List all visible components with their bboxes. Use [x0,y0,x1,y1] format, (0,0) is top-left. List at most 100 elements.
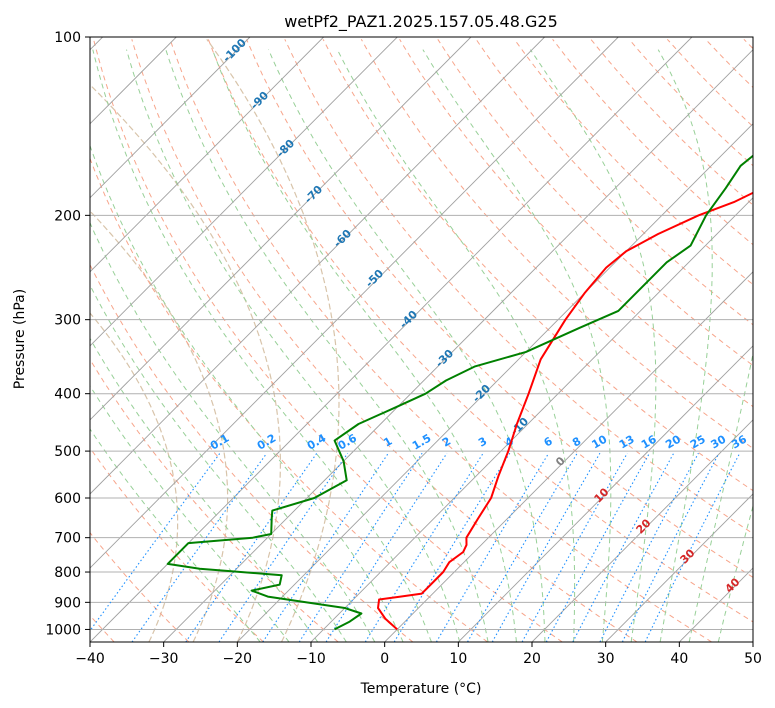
moist-adiabat-line [211,49,517,642]
dry-adiabat-line [437,39,753,367]
isotherm-line [90,37,324,273]
y-tick-label: 500 [54,444,81,460]
isotherm-line [384,271,753,642]
dry-adiabat-line [90,263,414,642]
moist-adiabat-label: 40 [723,575,743,595]
y-tick-label: 700 [54,531,81,547]
dry-adiabats [90,38,753,642]
x-tick-label: −40 [75,651,105,667]
dry-adiabat-label: -30 [433,347,456,370]
moist-adiabat-line [90,337,319,642]
mixing-ratio-line [218,452,349,642]
mixing-ratio-label: 6 [542,434,555,449]
dry-adiabat-line [93,39,563,642]
moist-adiabat-line [165,49,489,642]
curved-reference-line [90,210,229,642]
isotherm-line [90,37,251,199]
dry-adiabat-line [169,39,712,642]
x-tick-label: 40 [670,651,688,667]
mixing-ratio-line [393,452,511,642]
dry-adiabat-line [360,39,753,449]
dry-adiabat-line [475,39,753,326]
curved-reference-lines [90,38,340,642]
dry-adiabat-line [590,38,753,206]
moist-adiabat-line [529,49,657,642]
dry-adiabat-line [399,39,753,408]
mixing-ratio-label: 13 [617,433,637,452]
isotherm-line [90,37,398,347]
moist-adiabat-label: 20 [634,516,654,536]
mixing-ratio-line [621,452,720,642]
mixing-ratio-label: 25 [688,433,708,452]
temperature-profile-line [377,191,753,631]
dry-adiabat-line [90,358,339,642]
x-axis-ticks: −40 −30 −20 −10 0 10 20 30 40 50 [75,642,762,667]
dry-adiabat-label: -60 [331,227,354,250]
mixing-ratio-line [325,452,448,642]
mixing-ratio-line [491,452,601,642]
x-tick-label: 30 [597,651,615,667]
dry-adiabat-label: -50 [363,267,386,290]
y-tick-label: 100 [54,30,81,46]
x-tick-label: 50 [744,651,762,667]
isotherms [90,37,753,642]
mixing-ratio-label: 8 [570,435,583,450]
moist-adiabat-line [90,144,404,642]
moist-adiabat-line [268,49,546,642]
dry-adiabat-label: -100 [220,36,249,65]
moist-adiabat-line [688,351,753,642]
isotherm-line [237,123,753,642]
moist-adiabat-line [90,221,376,642]
dry-adiabat-line [246,39,753,578]
dry-adiabat-line [90,531,190,642]
isotherm-line [90,37,619,569]
chart-title: wetPf2_PAZ1.2025.157.05.48.G25 [284,12,558,32]
sounding-series [166,154,753,631]
mixing-ratio-line [644,452,741,642]
pressure-gridlines [90,37,753,630]
isotherm-line [90,37,693,642]
y-tick-label: 300 [54,313,81,329]
plot-frame [89,36,754,643]
dry-adiabat-label: -70 [302,183,325,206]
isotherm-line [90,37,545,495]
x-tick-label: −10 [296,651,326,667]
dry-adiabat-line [705,38,753,89]
mixing-ratio-line [572,452,675,642]
mixing-ratio-line [90,452,221,632]
mixing-ratio-lines [90,452,741,642]
isotherm-line [458,345,753,642]
mixing-ratio-label: 1.5 [410,432,433,453]
dry-adiabat-label: -40 [397,308,420,331]
isotherm-line [752,641,753,642]
mixing-ratio-label: 0.4 [305,431,329,452]
x-tick-label: −20 [223,651,253,667]
moist-adiabat-line [90,428,261,642]
dry-adiabat-line [322,39,753,492]
moist-adiabat-line [90,384,290,642]
isopleth-labels: 0.1 0.2 0.4 0.6 1 1.5 2 3 4 6 8 10 13 16 20 25 30 36-100-… [208,36,749,596]
isotherm-line [679,567,753,642]
mixing-ratio-line [364,452,484,642]
y-tick-label: 200 [54,208,81,224]
dry-adiabat-line [284,39,753,535]
mixing-ratio-label: 30 [708,432,728,451]
moist-adiabat-line [336,49,576,642]
y-axis-ticks: 100 200 300 400 500 600 700 800 900 1000 [45,30,90,638]
dry-adiabat-line [552,38,753,246]
moist-adiabat-label: 10 [592,485,612,505]
isotherm-line [90,37,472,421]
isotherm-line [163,49,753,642]
moist-adiabat-line [126,49,461,642]
y-axis-label: Pressure (hPa) [12,289,28,389]
x-tick-label: −30 [149,651,179,667]
y-tick-label: 1000 [45,622,81,638]
x-tick-label: 20 [523,651,541,667]
mixing-ratio-label: 10 [590,432,610,451]
mixing-ratio-line [262,452,389,642]
mixing-ratio-label: 3 [476,435,489,450]
mixing-ratio-label: 1 [381,435,394,450]
mixing-ratio-line [435,452,550,642]
mixing-ratio-line [467,452,578,642]
